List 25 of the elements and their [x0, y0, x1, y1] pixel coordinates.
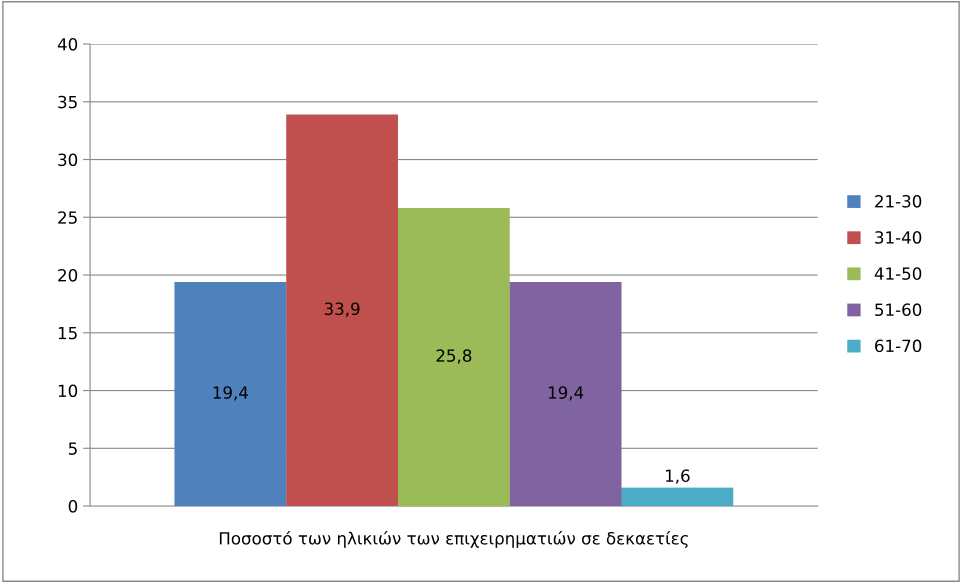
legend-label: 31-40	[875, 231, 922, 244]
data-label: 19,4	[548, 386, 584, 401]
y-tick-label: 20	[58, 268, 78, 282]
y-tick-label: 25	[58, 211, 77, 224]
y-tick-label: 30	[58, 153, 78, 166]
bar	[510, 282, 622, 506]
y-tick-label: 40	[58, 38, 78, 51]
x-tick-label: Ποσοστό των ηλικιών των επιχειρηματιών σε δεκαετίες	[220, 531, 688, 548]
data-label: 25,8	[436, 349, 472, 364]
data-label: 19,4	[214, 386, 248, 401]
legend-label: 51-60	[875, 303, 922, 316]
legend-label: 61-70	[875, 340, 922, 352]
bar	[622, 488, 734, 506]
y-tick-label: 5	[68, 442, 77, 455]
data-label: 1,6	[666, 469, 690, 484]
y-tick-label: 15	[58, 326, 77, 340]
bar	[398, 208, 510, 506]
data-label: 33,9	[324, 302, 360, 317]
bar	[174, 282, 286, 506]
y-tick-label: 35	[58, 96, 77, 108]
legend-label: 21-30	[875, 195, 922, 208]
y-tick-label: 10	[58, 384, 78, 398]
y-tick-label: 0	[68, 500, 78, 513]
bar	[286, 114, 398, 506]
legend-label: 41-50	[874, 267, 922, 280]
